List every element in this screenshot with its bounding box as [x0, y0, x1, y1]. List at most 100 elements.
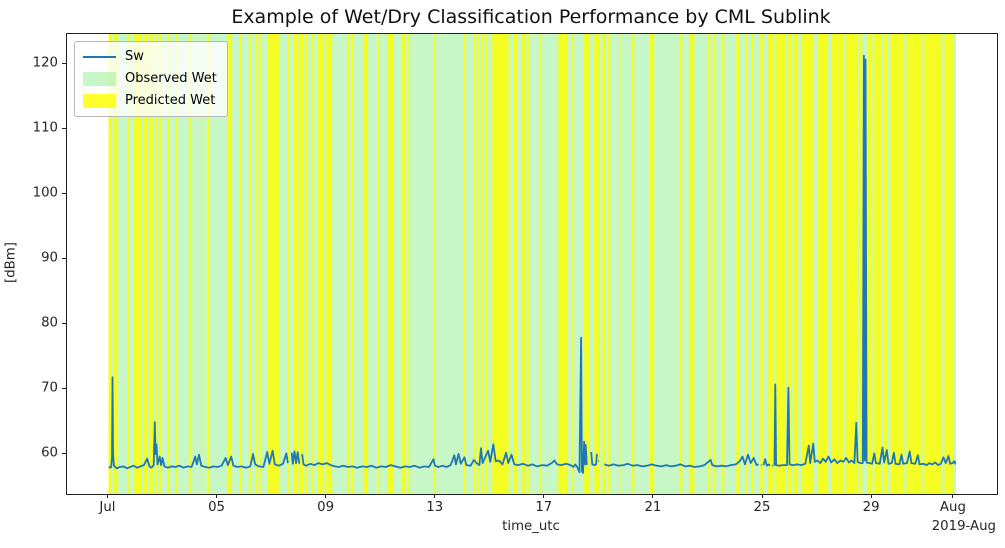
x-tick-label: 05 — [208, 500, 225, 515]
y-tick-label: 110 — [32, 120, 58, 136]
x-tick-label: 17 — [535, 500, 553, 515]
sw-line — [762, 458, 771, 467]
y-tick-label: 90 — [41, 250, 58, 266]
predicted-wet-band — [890, 34, 905, 494]
predicted-wet-band — [190, 34, 192, 494]
y-tick-label: 80 — [41, 315, 58, 331]
x-tick — [952, 494, 954, 498]
observed-wet-swatch — [83, 71, 116, 86]
predicted-wet-band — [227, 34, 232, 494]
sw-line-swatch — [83, 55, 116, 58]
predicted-wet-band — [649, 34, 655, 494]
predicted-wet-band — [352, 34, 354, 494]
x-tick — [543, 494, 545, 498]
predicted-wet-band — [143, 34, 148, 494]
y-tick — [62, 322, 66, 324]
predicted-wet-band — [713, 34, 716, 494]
predicted-wet-band — [205, 34, 207, 494]
predicted-wet-band — [175, 34, 177, 494]
predicted-wet-band — [260, 34, 262, 494]
y-tick — [62, 62, 66, 64]
predicted-wet-band — [299, 34, 304, 494]
x-tick-label: Jul — [99, 500, 116, 515]
predicted-wet-band — [108, 34, 112, 494]
predicted-wet-band — [256, 34, 258, 494]
sw-line — [301, 336, 588, 474]
predicted-wet-band — [632, 34, 635, 494]
predicted-wet-band — [473, 34, 475, 494]
predicted-wet-band — [680, 34, 683, 494]
predicted-wet-band — [293, 34, 299, 494]
predicted-wet-band — [584, 34, 591, 494]
predicted-wet-band — [558, 34, 568, 494]
legend-item-sw: Sw — [83, 48, 217, 65]
x-tick — [325, 494, 327, 498]
predicted-wet-band — [867, 34, 873, 494]
predicted-wet-band — [831, 34, 844, 494]
y-tick — [62, 387, 66, 389]
predicted-wet-band — [311, 34, 313, 494]
wet-bands-layer — [108, 34, 957, 494]
predicted-wet-swatch — [83, 93, 116, 108]
predicted-wet-band — [149, 34, 154, 494]
predicted-wet-band — [906, 34, 923, 494]
y-tick-label: 70 — [41, 380, 58, 396]
predicted-wet-band — [619, 34, 621, 494]
predicted-wet-band — [736, 34, 741, 494]
predicted-wet-band — [434, 34, 436, 494]
y-tick — [62, 127, 66, 129]
predicted-wet-band — [492, 34, 508, 494]
predicted-wet-band — [845, 34, 859, 494]
chart-title: Example of Wet/Dry Classification Perfor… — [231, 6, 831, 28]
predicted-wet-band — [528, 34, 531, 494]
predicted-wet-band — [745, 34, 748, 494]
predicted-wet-band — [540, 34, 542, 494]
predicted-wet-band — [463, 34, 466, 494]
sw-line — [590, 452, 598, 466]
predicted-wet-band — [944, 34, 954, 494]
predicted-wet-band — [607, 34, 611, 494]
predicted-wet-band — [924, 34, 943, 494]
legend-label-observed-wet: Observed Wet — [125, 71, 217, 86]
predicted-wet-band — [378, 34, 381, 494]
predicted-wet-band — [387, 34, 394, 494]
predicted-wet-band — [874, 34, 882, 494]
predicted-wet-band — [478, 34, 480, 494]
predicted-wet-band — [508, 34, 511, 494]
predicted-wet-band — [208, 34, 210, 494]
predicted-wet-band — [200, 34, 203, 494]
y-tick-label: 60 — [41, 445, 58, 461]
y-tick — [62, 192, 66, 194]
predicted-wet-band — [522, 34, 527, 494]
y-tick — [62, 257, 66, 259]
x-tick — [434, 494, 436, 498]
predicted-wet-band — [485, 34, 489, 494]
x-tick-label: 09 — [317, 500, 335, 515]
legend-item-observed-wet: Observed Wet — [83, 70, 217, 87]
predicted-wet-band — [708, 34, 711, 494]
predicted-wet-band — [801, 34, 814, 494]
sw-line — [290, 450, 301, 465]
plot-canvas — [108, 34, 957, 494]
x-tick-label: 21 — [644, 500, 662, 515]
predicted-wet-band — [481, 34, 484, 494]
legend: Sw Observed Wet Predicted Wet — [74, 41, 228, 117]
predicted-wet-band — [287, 34, 289, 494]
predicted-wet-band — [751, 34, 754, 494]
x-axis-label: time_utc — [502, 519, 560, 534]
predicted-wet-band — [239, 34, 242, 494]
predicted-wet-band — [572, 34, 574, 494]
x-tick — [652, 494, 654, 498]
predicted-wet-band — [363, 34, 369, 494]
predicted-wet-band — [594, 34, 600, 494]
x-tick-label: 25 — [753, 500, 771, 515]
predicted-wet-band — [859, 34, 863, 494]
x-tick — [761, 494, 763, 498]
predicted-wet-band — [250, 34, 252, 494]
predicted-wet-band — [768, 34, 775, 494]
observed-wet-band — [108, 34, 957, 494]
predicted-wet-band — [347, 34, 351, 494]
x-tick — [870, 494, 872, 498]
y-axis-label: [dBm] — [3, 242, 19, 283]
series-layer — [108, 54, 957, 474]
